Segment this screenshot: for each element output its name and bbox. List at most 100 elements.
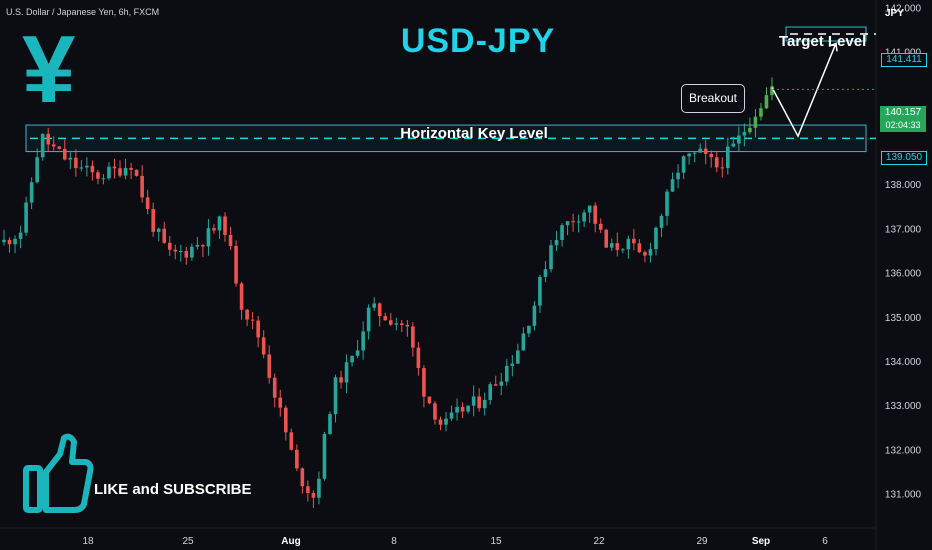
candle-body bbox=[538, 276, 542, 306]
candle-body bbox=[543, 269, 548, 277]
candle-body bbox=[438, 419, 443, 425]
candle-body bbox=[670, 179, 675, 192]
candle-body bbox=[549, 245, 553, 270]
candle-body bbox=[659, 215, 664, 228]
projection-arrowhead bbox=[828, 42, 838, 52]
candle-body bbox=[521, 333, 526, 351]
candle-body bbox=[748, 127, 752, 133]
candle-body bbox=[637, 243, 642, 253]
candle-body bbox=[267, 354, 272, 378]
candle-body bbox=[344, 362, 349, 383]
candle-body bbox=[179, 251, 183, 253]
candle-body bbox=[13, 238, 17, 245]
candle-body bbox=[184, 251, 189, 258]
candle-body bbox=[576, 221, 581, 223]
like-subscribe-text[interactable]: LIKE and SUBSCRIBE bbox=[94, 481, 252, 498]
candle-body bbox=[720, 167, 725, 169]
candle-body bbox=[162, 228, 167, 243]
candle-body bbox=[289, 432, 294, 450]
candle-body bbox=[665, 191, 669, 216]
currency-label: JPY bbox=[885, 8, 904, 19]
candle-body bbox=[245, 309, 249, 320]
candle-body bbox=[7, 239, 12, 245]
price-tick-label: 135.000 bbox=[885, 313, 922, 324]
candle-body bbox=[510, 363, 515, 366]
candle-body bbox=[427, 396, 432, 404]
candle-body bbox=[405, 324, 410, 327]
candle-body bbox=[433, 403, 437, 420]
price-tick-label: 131.000 bbox=[885, 489, 922, 500]
candle-body bbox=[2, 239, 6, 243]
candle-body bbox=[57, 146, 62, 149]
time-tick-label: 8 bbox=[391, 536, 397, 547]
time-tick-label: 22 bbox=[593, 536, 605, 547]
candle-body bbox=[272, 377, 277, 398]
candle-body bbox=[85, 165, 89, 168]
candle-body bbox=[278, 397, 283, 408]
candle-body bbox=[449, 412, 454, 419]
candle-body bbox=[79, 167, 84, 169]
candle-body bbox=[317, 478, 321, 498]
candle-body bbox=[416, 347, 421, 369]
candle-body bbox=[123, 167, 128, 176]
candle-body bbox=[173, 249, 178, 252]
candle-body bbox=[770, 86, 774, 96]
chart-title: USD-JPY bbox=[400, 22, 556, 60]
last-price-value: 140.157 bbox=[884, 107, 922, 118]
candle-body bbox=[261, 337, 266, 355]
key-level-price-tag: 139.050 bbox=[881, 151, 927, 165]
candle-body bbox=[112, 166, 117, 169]
candle-body bbox=[206, 228, 211, 247]
candle-body bbox=[621, 249, 625, 251]
candle-body bbox=[328, 414, 332, 434]
candle-body bbox=[422, 368, 426, 397]
candle-body bbox=[676, 172, 680, 180]
yen-icon: ¥ bbox=[22, 16, 76, 123]
candle-body bbox=[587, 205, 592, 213]
candle-body bbox=[234, 246, 238, 284]
price-tick-label: 132.000 bbox=[885, 445, 922, 456]
candle-body bbox=[615, 243, 620, 250]
price-tick-label: 138.000 bbox=[885, 180, 922, 191]
candle-body bbox=[239, 283, 244, 310]
candle-body bbox=[46, 133, 51, 145]
candle-body bbox=[306, 486, 310, 494]
price-tick-label: 133.000 bbox=[885, 401, 922, 412]
symbol-header[interactable]: U.S. Dollar / Japanese Yen, 6h, FXCM bbox=[6, 7, 160, 17]
candle-body bbox=[698, 148, 702, 153]
candle-body bbox=[223, 216, 227, 235]
candle-body bbox=[35, 157, 39, 183]
time-tick-label: Aug bbox=[281, 536, 300, 547]
candle-body bbox=[753, 116, 758, 128]
candle-body bbox=[504, 365, 509, 382]
candle-body bbox=[725, 146, 730, 169]
candle-body bbox=[339, 377, 343, 383]
time-tick-label: 29 bbox=[696, 536, 708, 547]
candle-body bbox=[582, 212, 586, 222]
candle-body bbox=[283, 407, 288, 433]
candle-body bbox=[764, 95, 769, 109]
candle-body bbox=[388, 320, 393, 325]
projection-path bbox=[771, 43, 837, 138]
target-price-tag: 141.411 bbox=[881, 53, 927, 67]
candle-body bbox=[195, 245, 200, 247]
time-tick-label: 18 bbox=[82, 536, 94, 547]
candle-body bbox=[759, 108, 763, 117]
candle-body bbox=[129, 167, 133, 170]
candle-body bbox=[560, 225, 564, 240]
time-tick-label: 25 bbox=[182, 536, 194, 547]
candle-body bbox=[604, 229, 609, 248]
candle-body bbox=[742, 132, 747, 136]
candle-body bbox=[687, 153, 691, 157]
candle-body bbox=[51, 144, 56, 147]
candle-body bbox=[40, 133, 45, 158]
candle-body bbox=[571, 221, 575, 223]
candle-body bbox=[145, 197, 150, 210]
candle-body bbox=[482, 399, 487, 409]
candle-body bbox=[714, 157, 719, 168]
candle-body bbox=[643, 252, 647, 256]
candle-body bbox=[471, 396, 476, 406]
bar-countdown: 02:04:33 bbox=[885, 120, 921, 130]
